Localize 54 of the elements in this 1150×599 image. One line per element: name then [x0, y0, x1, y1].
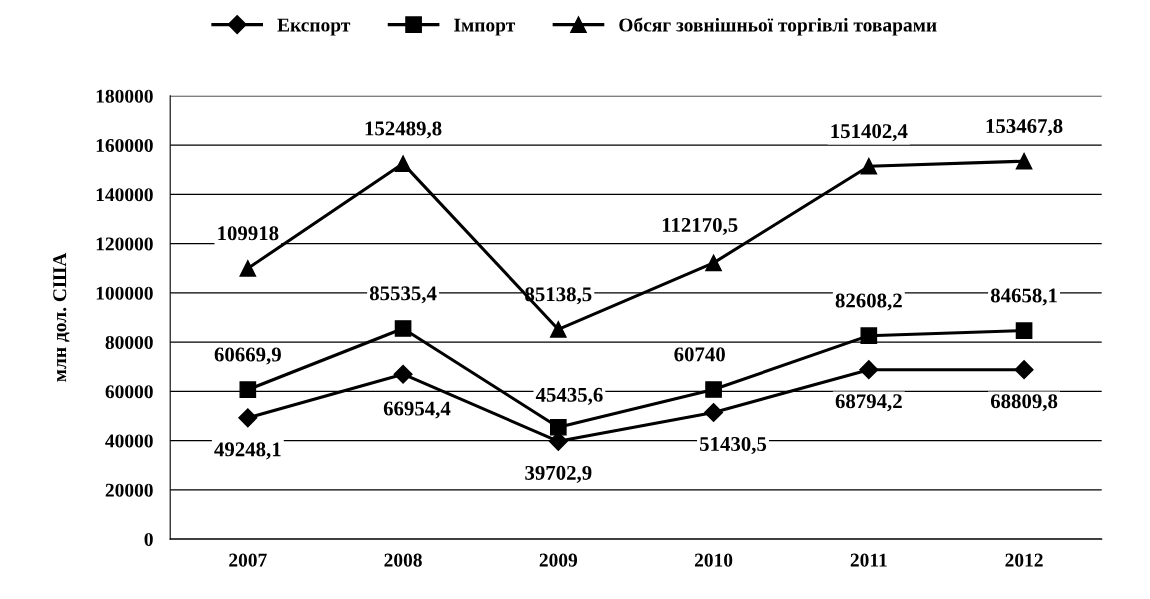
data-label: 109918 — [218, 226, 279, 241]
data-label: 68794,2 — [835, 394, 902, 412]
y-tick-label: 100000 — [96, 286, 153, 300]
y-tick-label: 20000 — [105, 483, 153, 497]
data-label: 39702,9 — [525, 465, 592, 483]
y-tick-label: 40000 — [105, 434, 153, 448]
y-tick-label: 80000 — [105, 335, 153, 350]
data-label: 60740 — [674, 347, 725, 362]
point — [860, 157, 878, 175]
data-label: 153467,8 — [986, 119, 1063, 137]
data-label: 84658,1 — [990, 288, 1057, 306]
point — [549, 321, 567, 338]
point — [1014, 360, 1034, 380]
x-tick-label: 2010 — [694, 553, 733, 567]
x-tick-label: 2012 — [1005, 553, 1043, 567]
point — [238, 408, 258, 428]
x-tick-label: 2007 — [229, 553, 267, 567]
y-tick-label: 0 — [144, 532, 153, 547]
point — [393, 364, 413, 384]
data-label: 82608,2 — [835, 293, 902, 311]
legend-label: Експорт — [277, 18, 351, 36]
point — [1015, 322, 1033, 339]
point — [704, 402, 724, 422]
point — [394, 155, 412, 172]
y-tick-label: 60000 — [105, 385, 153, 399]
data-label: 152489,8 — [365, 121, 442, 139]
x-tick-label: 2011 — [850, 553, 887, 567]
point — [549, 418, 567, 436]
data-label: 49248,1 — [214, 442, 281, 460]
x-tick-label: 2008 — [384, 553, 422, 567]
data-label: 60669,9 — [214, 347, 281, 365]
point — [705, 381, 722, 398]
data-label: 66954,4 — [383, 401, 451, 419]
data-label: 68809,8 — [990, 394, 1058, 412]
legend-label: Обсяг зовнішньої торгівлі товарами — [619, 17, 937, 36]
y-axis-title: млн дол. США — [53, 252, 70, 382]
point — [1015, 152, 1033, 170]
x-tick-label: 2009 — [539, 553, 578, 567]
data-label: 45435,6 — [535, 387, 603, 405]
point — [394, 320, 412, 337]
legend-label: Імпорт — [454, 18, 516, 36]
point — [705, 254, 722, 272]
data-label: 151402,4 — [831, 124, 908, 142]
y-tick-label: 120000 — [96, 237, 153, 251]
point — [239, 260, 257, 277]
point — [859, 360, 879, 380]
data-label: 85535,4 — [369, 286, 437, 304]
data-label: 112170,5 — [662, 217, 738, 235]
point — [860, 327, 878, 345]
y-tick-label: 140000 — [96, 188, 153, 202]
data-label: 51430,5 — [700, 436, 767, 455]
y-tick-label: 160000 — [96, 138, 153, 153]
point — [239, 381, 257, 399]
y-tick-label: 180000 — [96, 89, 153, 103]
